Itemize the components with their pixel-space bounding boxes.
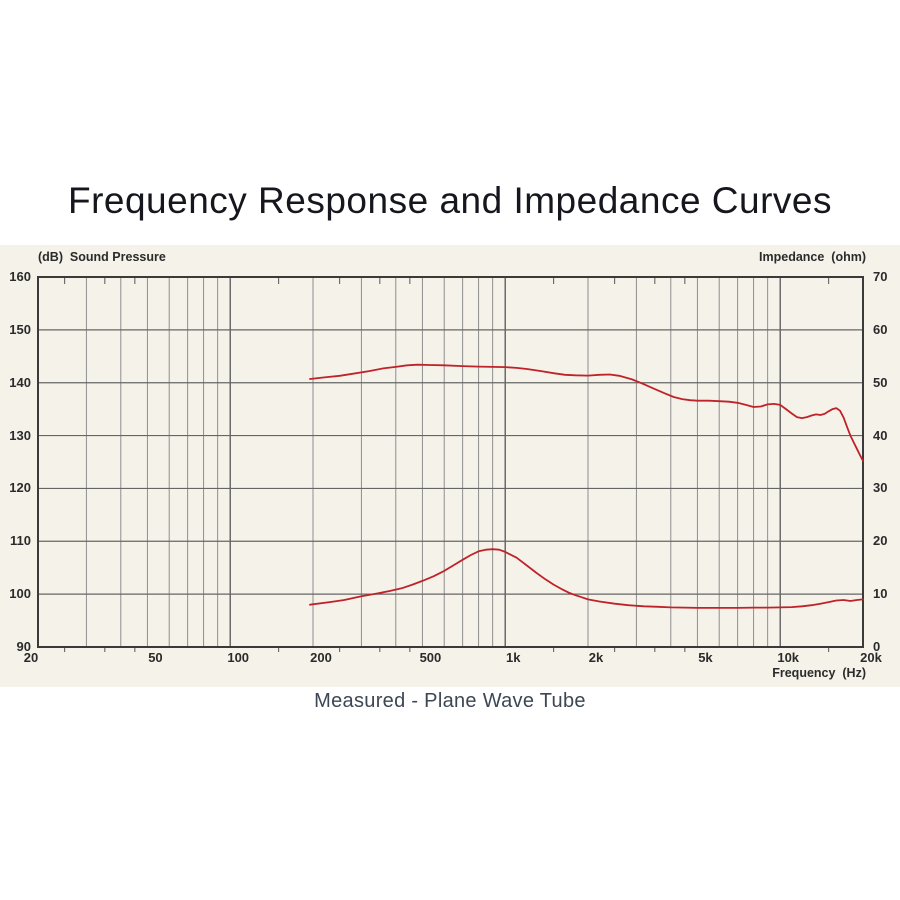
chart-caption: Measured - Plane Wave Tube [314,690,586,712]
y-left-tick-label: 140 [9,374,31,390]
chart-title: Frequency Response and Impedance Curves [67,180,833,221]
y-left-tick-label: 100 [9,586,31,602]
x-axis-title: Frequency (Hz) [772,666,866,680]
x-tick-label: 50 [148,650,163,665]
y-right-tick-label: 30 [873,480,888,496]
x-tick-label: 20 [23,650,39,665]
plot-border [37,276,864,648]
y-right-tick-label: 10 [873,586,888,602]
y-left-tick-label: 110 [10,533,31,549]
left-axis-title: (dB) Sound Pressure [38,250,166,264]
y-left-tick-label: 90 [16,639,31,654]
y-left-tick-label: 150 [9,321,31,337]
x-tick-label: 10k [777,650,800,665]
y-right-tick-label: 70 [873,269,888,284]
y-right-tick-label: 20 [873,533,888,549]
x-tick-label: 5k [698,650,713,665]
x-tick-label: 500 [419,650,442,665]
y-left-tick-label: 120 [9,480,31,496]
x-tick-label: 200 [310,650,332,665]
y-left-tick-label: 130 [9,427,31,443]
x-tick-label: 20k [860,650,882,665]
y-right-tick-label: 0 [873,639,881,654]
x-tick-label: 1k [505,650,521,665]
chart-canvas [37,276,864,652]
y-right-tick-label: 50 [873,374,888,390]
y-right-tick-label: 60 [873,321,888,337]
chart-plot-area: (dB) Sound Pressure Impedance (ohm) Freq… [0,245,900,687]
impedance-curve [309,548,864,609]
x-tick-label: 100 [227,650,250,665]
spl-curve [309,363,864,462]
y-right-tick-label: 40 [873,427,888,443]
y-left-tick-label: 160 [9,269,31,284]
x-tick-label: 2k [588,650,604,665]
right-axis-title: Impedance (ohm) [759,250,866,264]
